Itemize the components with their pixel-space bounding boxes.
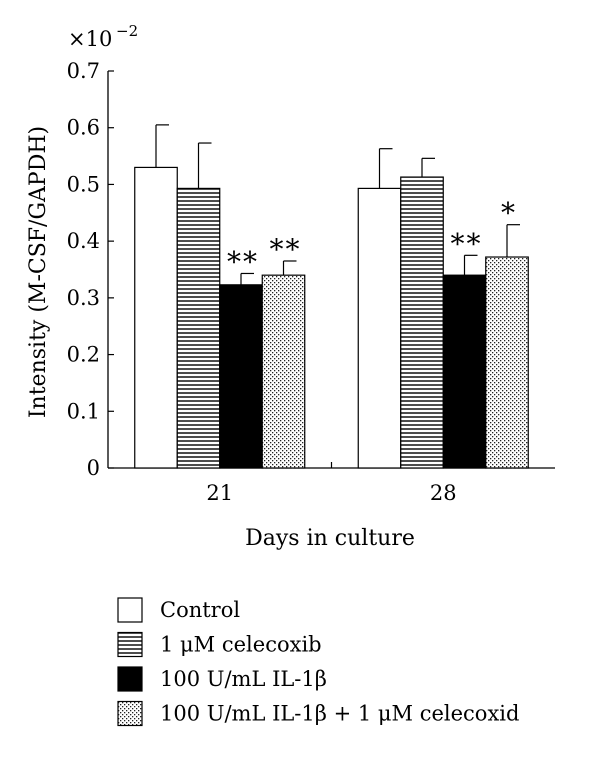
bar-0-2 (219, 284, 263, 469)
legend-label-3: 100 U/mL IL-1β + 1 μM celecoxid (160, 702, 519, 726)
axes: 0 0.1 0.2 0.3 0.4 0.5 0.6 0.7 21 28 (67, 59, 555, 505)
legend-swatch-3 (117, 700, 143, 727)
bar-1-3 (485, 256, 529, 469)
x-tick-label-0: 21 (206, 481, 233, 505)
y-tick-label-2: 0.2 (67, 343, 100, 367)
significance-0-3: ** (270, 233, 302, 266)
legend-swatch-2 (117, 666, 143, 692)
legend-swatch-1 (117, 631, 143, 658)
y-tick-label-4: 0.4 (67, 229, 100, 253)
y-tick-label-7: 0.7 (67, 59, 100, 83)
y-tick-label-5: 0.5 (67, 172, 100, 196)
y-tick-label-3: 0.3 (67, 286, 100, 310)
legend-swatch-0 (117, 597, 143, 623)
bar-1-1 (400, 176, 444, 469)
legend-label-2: 100 U/mL IL-1β (160, 667, 327, 691)
significance-0-2: ** (227, 245, 259, 278)
legend-label-1: 1 μM celecoxib (160, 633, 322, 657)
bar-0-3 (261, 274, 306, 469)
x-axis-label: Days in culture (245, 526, 415, 551)
x-tick-label-1: 28 (430, 481, 457, 505)
legend: Control 1 μM celecoxib 100 U/mL IL-1β 100 U… (117, 597, 519, 727)
y-tick-label-0: 0 (87, 456, 100, 480)
bars: ** ** *** (134, 124, 529, 469)
bar-1-2 (442, 274, 487, 469)
significance-1-3: * (501, 197, 517, 230)
significance-1-2: ** (451, 227, 483, 260)
bar-1-0 (357, 187, 402, 469)
y-axis-label: Intensity (M-CSF/GAPDH) (26, 126, 51, 418)
scale-exponent: −2 (116, 22, 138, 40)
scale-multiplier: ×10 (68, 27, 112, 51)
y-tick-label-6: 0.6 (67, 116, 100, 140)
bar-0-0 (134, 166, 178, 469)
scale-label: ×10 −2 (68, 22, 138, 51)
legend-label-0: Control (160, 598, 240, 622)
bar-0-1 (176, 187, 221, 469)
y-tick-label-1: 0.1 (67, 399, 100, 423)
